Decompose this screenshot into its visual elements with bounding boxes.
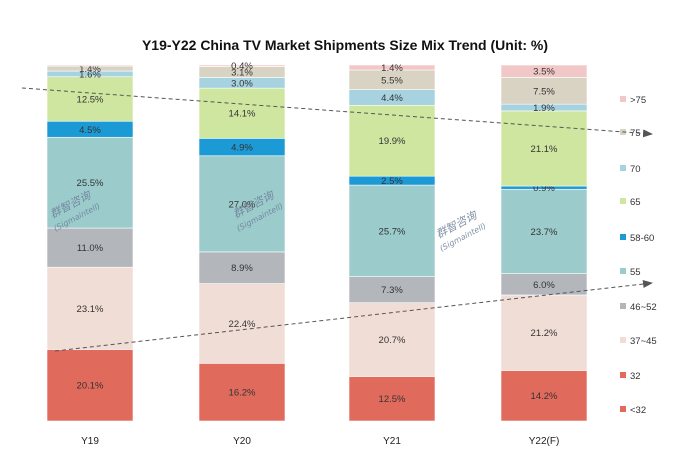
bar-segment [500,64,588,78]
data-label: 12.5% [77,94,104,105]
bar-segment [198,155,286,253]
data-label: 7.5% [533,86,555,97]
legend-label: >75 [630,95,646,106]
bar-segment [500,110,588,187]
legend-swatch [620,337,626,343]
bar-segment [46,266,134,350]
data-label: 1.4% [381,63,403,74]
x-axis-labels: Y19 Y20 Y21 Y22(F) [81,436,559,447]
legend-label: 37~45 [630,336,657,347]
data-label: 14.1% [229,109,256,120]
legend-label: <32 [630,405,646,416]
bar-segment [46,64,134,67]
legend-label: 58-60 [630,233,654,244]
watermark: 群智咨询(Sigmaintell) [434,208,488,253]
data-label: 22.4% [229,319,256,330]
legend-swatch [620,372,626,378]
data-label: 7.3% [381,285,403,296]
data-label: 23.7% [531,227,558,238]
bar-stack-y22f: 14.2% 21.2% 6.0% 23.7% 0.9% 21.1% 1.9% 7.5% 3.5% [500,64,588,422]
data-label: 19.9% [379,136,406,147]
data-label: 4.9% [231,143,253,154]
bar-segment [46,349,134,422]
data-label: 21.2% [531,328,558,339]
bar-segment [198,251,286,284]
data-label: 4.4% [381,93,403,104]
legend-swatch [620,234,626,240]
upper-trend-arrow [21,87,653,138]
bar-segment [500,294,588,371]
bar-stack-y21: 12.5% 20.7% 7.3% 25.7% 2.5% 19.9% 4.4% 5.5%1.4% [348,63,436,422]
data-label: 21.1% [531,144,558,155]
bar-segment [500,188,588,274]
legend-swatch [620,268,626,274]
data-label: 3.5% [533,67,555,78]
legend-swatch [620,198,626,204]
data-label: 0.9% [533,183,555,194]
x-tick-label: Y20 [233,436,251,447]
chart-title: Y19-Y22 China TV Market Shipments Size M… [142,37,548,53]
data-label: 3.1% [231,67,253,78]
bar-stack-y20: 16.2% 22.4% 8.9% 27.0% 4.9% 14.1% 3.0%3.1%0.4% [198,61,286,422]
legend-swatch [620,303,626,309]
data-label: 0.4% [231,61,253,72]
bar-stack-y19: 20.1% 23.1% 11.0% 25.5% 4.5% 12.5% 1.6%1.4% [46,64,134,422]
legend-label: 70 [630,164,641,175]
bar-segment [46,136,134,229]
data-label: 4.5% [79,125,101,136]
bar-segment [348,184,436,277]
data-label: 2.5% [381,176,403,187]
bar-segment [348,64,436,71]
x-tick-label: Y21 [383,436,401,447]
data-label: 1.4% [79,64,101,75]
bar-segment [348,376,436,422]
data-label: 14.2% [531,391,558,402]
bar-segment [46,76,134,122]
data-label: 3.0% [231,78,253,89]
legend-swatch [620,165,626,171]
legend-label: 55 [630,267,641,278]
data-label: 12.5% [379,394,406,405]
data-label: 20.7% [379,335,406,346]
data-label: 25.5% [77,178,104,189]
data-label: 27.0% [229,199,256,210]
data-label: 6.0% [533,280,555,291]
bar-segment [348,276,436,303]
bar-segment [500,77,588,105]
data-label: 11.0% [77,243,104,254]
legend-label: 65 [630,197,641,208]
data-label: 1.6% [79,69,101,80]
legend: >75 75 70 65 58-60 55 46~52 37~45 32 <32 [620,95,657,416]
data-label: 1.9% [533,103,555,114]
lower-trend-arrow [54,280,653,352]
bar-segment [348,302,436,377]
legend-swatch [620,96,626,102]
data-label: 20.1% [77,381,104,392]
bar-segment [198,64,286,67]
bar-segment [198,363,286,422]
data-label: 23.1% [77,304,104,315]
bar-segment [198,87,286,139]
trend-arrows [21,87,653,352]
legend-label: 32 [630,371,641,382]
x-tick-label: Y19 [81,436,99,447]
data-label: 8.9% [231,263,253,274]
bars-group: 20.1%23.1%11.0%25.5%4.5%12.5%1.6%1.4%16.… [46,61,588,422]
data-label: 16.2% [229,388,256,399]
data-label: 25.7% [379,226,406,237]
legend-label: 75 [630,128,641,139]
x-tick-label: Y22(F) [529,436,560,447]
legend-swatch [620,406,626,412]
legend-label: 46~52 [630,302,657,313]
bar-segment [500,370,588,422]
bar-segment [198,283,286,364]
data-label: 5.5% [381,75,403,86]
